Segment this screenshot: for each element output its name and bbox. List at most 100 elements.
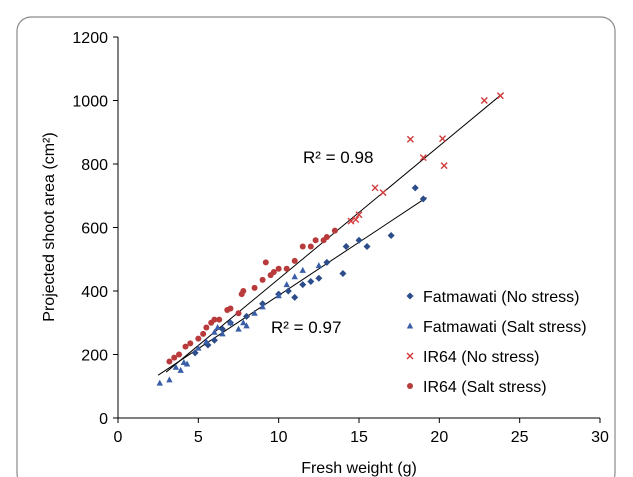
- data-point: [182, 343, 189, 350]
- data-point: [284, 287, 292, 295]
- data-point: [411, 184, 419, 192]
- x-tick-label: 15: [350, 429, 368, 446]
- data-point: [195, 344, 202, 351]
- data-point: [407, 383, 413, 389]
- data-point: [275, 265, 282, 272]
- data-point: [270, 268, 277, 275]
- y-tick-label: 200: [81, 348, 108, 365]
- data-point: [259, 276, 266, 283]
- legend-item: Fatmawati (Salt stress): [406, 319, 587, 336]
- legend: Fatmawati (No stress) Fatmawati (Salt str…: [406, 289, 587, 396]
- x-axis-label: Fresh weight (g): [301, 460, 417, 477]
- legend-item: IR64 (No stress): [406, 349, 539, 366]
- data-point: [191, 349, 199, 357]
- legend-label: IR64 (No stress): [423, 349, 539, 366]
- data-point: [203, 324, 210, 331]
- axis-ticks: 0 5 10 15 20 25 30 0 200 400 600 800 1000 1200: [72, 30, 609, 446]
- data-point: [315, 274, 323, 282]
- x-mark-stroke: [496, 92, 504, 100]
- x-mark-stroke: [347, 217, 355, 225]
- data-point: [352, 216, 360, 224]
- data-point: [251, 284, 258, 291]
- data-point: [339, 270, 347, 278]
- data-point: [299, 281, 307, 289]
- data-point: [211, 316, 218, 323]
- data-point: [235, 310, 242, 317]
- data-point: [371, 184, 379, 192]
- legend-item: IR64 (Salt stress): [407, 379, 547, 396]
- data-point: [307, 243, 314, 250]
- data-point: [379, 189, 387, 197]
- data-point: [214, 324, 221, 331]
- x-tick-label: 0: [114, 429, 123, 446]
- data-point: [251, 309, 258, 316]
- y-tick-label: 0: [99, 411, 108, 428]
- data-point: [347, 217, 355, 225]
- data-point: [312, 237, 319, 244]
- x-tick-label: 10: [270, 429, 288, 446]
- data-points: [156, 92, 504, 386]
- legend-label: Fatmawati (No stress): [423, 289, 579, 306]
- data-point: [219, 330, 226, 337]
- data-point: [419, 154, 427, 162]
- data-point: [323, 258, 331, 266]
- trendline: [157, 197, 427, 376]
- data-point: [440, 162, 448, 170]
- data-point: [166, 376, 173, 383]
- x-mark-stroke: [355, 211, 363, 219]
- x-mark-stroke: [440, 162, 448, 170]
- series-points: [347, 92, 504, 225]
- data-point: [406, 322, 414, 329]
- data-point: [480, 97, 488, 104]
- x-mark-stroke: [352, 216, 360, 224]
- data-point: [156, 379, 163, 386]
- chart-border: [16, 16, 616, 477]
- data-point: [216, 316, 223, 323]
- data-point: [262, 259, 269, 266]
- x-tick-label: 30: [591, 429, 609, 446]
- data-point: [406, 135, 414, 143]
- y-tick-label: 1000: [72, 94, 108, 111]
- data-point: [210, 336, 218, 344]
- data-point: [275, 292, 282, 299]
- y-tick-label: 600: [81, 221, 108, 238]
- data-point: [177, 366, 184, 373]
- series-points: [166, 227, 338, 365]
- data-point: [240, 288, 247, 294]
- data-point: [439, 135, 447, 143]
- x-mark-stroke: [439, 135, 447, 143]
- trendlines: R² = 0.98 R² = 0.97: [157, 92, 504, 376]
- legend-item: Fatmawati (No stress): [406, 289, 579, 306]
- x-tick-label: 20: [430, 429, 448, 446]
- data-point: [243, 312, 251, 320]
- data-point: [171, 354, 178, 361]
- scatter-plot: 0 5 10 15 20 25 30 0 200 400 600 800 1000 1200 R² = 0…: [41, 30, 609, 477]
- data-point: [406, 352, 414, 360]
- data-point: [342, 243, 350, 251]
- data-point: [187, 340, 194, 347]
- data-point: [227, 319, 234, 326]
- x-tick-label: 5: [194, 429, 203, 446]
- series-points: [191, 184, 427, 357]
- data-point: [419, 195, 427, 203]
- x-mark-stroke: [480, 97, 488, 104]
- data-point: [283, 281, 290, 288]
- series-points: [156, 262, 323, 386]
- data-point: [176, 351, 183, 358]
- data-point: [283, 265, 290, 272]
- x-mark-stroke: [406, 135, 414, 143]
- y-axis-label: Projected shoot area (cm²): [41, 132, 58, 321]
- data-point: [331, 227, 338, 234]
- data-point: [355, 236, 363, 244]
- data-point: [387, 231, 395, 239]
- data-point: [259, 303, 266, 310]
- data-point: [195, 335, 202, 342]
- data-point: [315, 262, 323, 269]
- data-point: [291, 293, 299, 301]
- data-point: [323, 234, 330, 241]
- data-point: [299, 266, 306, 273]
- data-point: [172, 363, 180, 370]
- legend-label: IR64 (Salt stress): [423, 379, 547, 396]
- data-point: [496, 92, 504, 100]
